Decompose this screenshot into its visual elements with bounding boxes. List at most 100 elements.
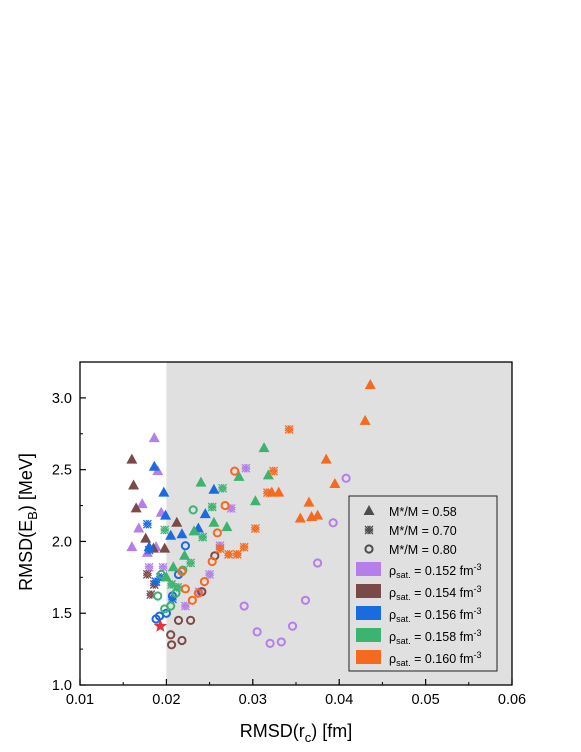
point-rho-0152-circle	[287, 621, 298, 631]
legend-circle-icon	[364, 544, 374, 554]
cross-stroke	[253, 524, 260, 531]
point-rho-0156-triangle	[199, 508, 211, 519]
cross-stroke	[144, 545, 152, 553]
cross-stroke	[167, 582, 174, 589]
cross-stroke	[173, 582, 180, 590]
cross-stroke	[263, 488, 270, 495]
cross-stroke	[198, 532, 205, 540]
cross-stroke	[188, 558, 196, 565]
point-rho-0152-circle	[313, 558, 323, 568]
point-rho-0154-circle	[173, 615, 184, 626]
cross-stroke	[198, 535, 205, 542]
cross-stroke	[144, 545, 154, 555]
cross-stroke	[158, 565, 165, 572]
point-rho-0160-circle	[193, 588, 203, 598]
cross-stroke	[160, 528, 167, 535]
point-rho-0152-triangle	[126, 541, 138, 552]
cross-stroke	[205, 572, 212, 579]
legend-triangle-icon	[363, 505, 375, 515]
legend-swatch-0156	[356, 606, 381, 620]
cross-stroke	[226, 552, 234, 559]
point-rho-0152-circle	[276, 637, 286, 647]
cross-stroke	[263, 488, 272, 498]
point-rho-0156-cross	[144, 545, 154, 555]
cross-stroke	[180, 604, 188, 611]
legend-swatch-0158	[356, 628, 381, 642]
cross-stroke	[229, 506, 236, 513]
cross-stroke	[207, 502, 215, 509]
point-rho-0152-cross	[241, 463, 251, 473]
point-rho-0152-circle	[252, 627, 262, 637]
cross-stroke	[215, 544, 225, 554]
point-rho-0160-triangle	[329, 478, 341, 489]
x-tick-label: 0.01	[66, 692, 94, 708]
cross-stroke	[142, 570, 150, 577]
cross-stroke	[271, 469, 278, 476]
cross-stroke	[215, 546, 222, 554]
point-rho-0158-triangle	[233, 470, 245, 481]
cross-stroke	[160, 525, 170, 535]
point-rho-0156-triangle	[208, 483, 220, 494]
point-rho-0158-circle	[188, 505, 198, 515]
cross-stroke	[284, 427, 292, 434]
point-rho-0158-triangle	[258, 442, 270, 453]
point-rho-0156-triangle	[160, 509, 172, 520]
point-rho-0152-cross	[158, 562, 168, 572]
cross-stroke	[207, 502, 217, 512]
point-rho-0160-triangle	[364, 378, 376, 389]
y-tick-label: 1.5	[52, 606, 72, 622]
legend-label-m058: M*/M = 0.58	[389, 505, 457, 519]
point-rho-0160-cross	[269, 466, 278, 476]
point-rho-0160-cross	[250, 524, 260, 533]
cross-stroke	[142, 522, 150, 529]
legend-label-0158: ρsat. = 0.158 fm-3	[389, 628, 482, 646]
cross-stroke	[144, 548, 152, 555]
cross-stroke	[241, 466, 248, 473]
point-rho-0158-triangle	[208, 516, 220, 527]
cross-stroke	[146, 590, 156, 600]
point-rho-0158-cross	[218, 483, 228, 493]
point-rho-0160-cross	[284, 425, 294, 434]
point-rho-0158-cross	[207, 502, 217, 512]
x-axis-label: RMSD(rc) [fm]	[240, 721, 353, 745]
cross-stroke	[364, 528, 371, 535]
point-rho-0158-triangle	[249, 495, 261, 506]
point-rho-0156-triangle	[143, 541, 155, 552]
point-rho-0160-triangle	[359, 414, 371, 425]
point-rho-0156-triangle	[176, 528, 188, 539]
cross-stroke	[284, 425, 292, 432]
cross-stroke	[269, 469, 276, 476]
legend-label-m070: M*/M = 0.70	[389, 524, 457, 538]
point-rho-0152-circle	[265, 638, 275, 648]
y-tick-label: 2.5	[52, 463, 72, 479]
y-tick-label: 2.0	[52, 534, 72, 550]
cross-stroke	[200, 535, 208, 542]
cross-stroke	[224, 552, 231, 559]
point-rho-0158-triangle	[195, 476, 207, 487]
cross-stroke	[269, 466, 276, 474]
point-rho-0160-cross	[215, 544, 225, 554]
point-rho-0154-triangle	[128, 479, 140, 490]
cross-stroke	[200, 532, 208, 540]
point-rho-0152-triangle	[133, 522, 145, 533]
cross-stroke	[241, 463, 251, 473]
point-rho-0158-circle	[153, 591, 163, 601]
point-rho-0160-circle	[212, 528, 222, 538]
cross-stroke	[269, 466, 278, 476]
point-rho-0154-circle	[177, 635, 187, 646]
point-rho-0156-circle	[161, 608, 171, 618]
cross-stroke	[239, 542, 247, 550]
cross-stroke	[144, 562, 154, 572]
cross-stroke	[250, 524, 260, 533]
cross-stroke	[226, 549, 234, 557]
data-points	[126, 378, 376, 650]
cross-stroke	[239, 542, 249, 552]
cross-stroke	[210, 502, 217, 509]
point-rho-0152-cross	[180, 601, 190, 611]
cross-stroke	[232, 552, 240, 559]
point-rho-0160-cross	[263, 488, 272, 498]
point-rho-0152-circle	[341, 473, 351, 483]
point-rho-0154-circle	[185, 615, 196, 626]
cross-stroke	[207, 570, 215, 577]
point-rho-0160-triangle	[273, 486, 285, 497]
